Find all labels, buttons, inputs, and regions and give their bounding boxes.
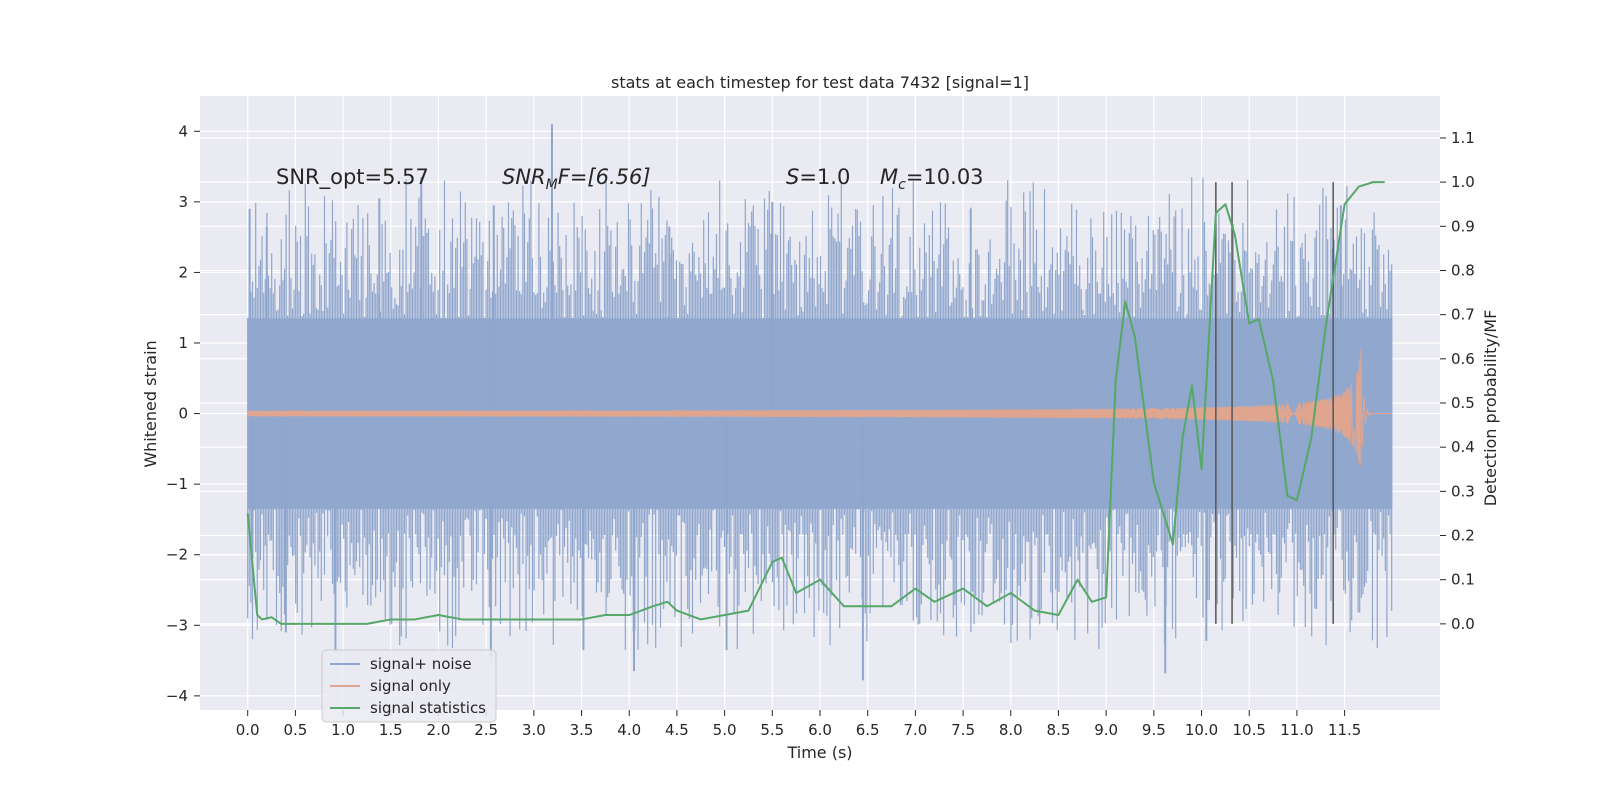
y2-tick-label: 0.3 [1451, 482, 1475, 500]
x-tick-label: 4.5 [665, 721, 689, 739]
snr-mf-value: F=[6.56] [558, 165, 651, 189]
x-tick-label: 1.0 [331, 721, 355, 739]
snr-mf-symbol: SNR [502, 165, 546, 189]
y-tick-label: 1 [178, 334, 188, 352]
x-tick-label: 10.0 [1185, 721, 1218, 739]
vertical-markers [1215, 182, 1334, 624]
annotation-mc: Mc=10.03 [880, 165, 984, 193]
x-tick-label: 5.5 [760, 721, 784, 739]
x-tick-label: 11.5 [1328, 721, 1361, 739]
x-tick-label: 1.5 [379, 721, 403, 739]
x-tick-label: 6.5 [856, 721, 880, 739]
x-tick-label: 3.5 [570, 721, 594, 739]
y-tick-label: −2 [166, 546, 188, 564]
axes-ticks: 0.0 0.5 1.0 1.5 2.0 2.5 3.0 3.5 4.0 4.5 5.0 5.5 6.0 6… [166, 122, 1475, 739]
y-axis-label: Whitened strain [141, 340, 160, 467]
snr-mf-subscript: M [546, 177, 558, 193]
s-value: =1.0 [799, 165, 850, 189]
x-tick-label: 9.5 [1142, 721, 1166, 739]
x-axis-label: Time (s) [786, 743, 852, 762]
x-tick-label: 7.5 [951, 721, 975, 739]
annotation-snr-mf: SNRMF=[6.56] [502, 165, 651, 193]
legend: signal+ noise signal only signal statist… [321, 649, 497, 723]
y-tick-label: 4 [178, 122, 188, 140]
legend-label-signal-statistics: signal statistics [370, 699, 486, 717]
signal-statistics-line [246, 181, 1385, 625]
y2-tick-label: 0.8 [1451, 261, 1475, 279]
mc-value: =10.03 [906, 165, 984, 189]
x-tick-label: 4.0 [617, 721, 641, 739]
mc-symbol: M [880, 165, 898, 189]
y-tick-label: −1 [166, 475, 188, 493]
signal-only-series [247, 350, 1393, 466]
y2-tick-label: 0.6 [1451, 350, 1475, 368]
y2-tick-label: 0.7 [1451, 306, 1475, 324]
x-tick-label: 8.5 [1047, 721, 1071, 739]
x-tick-label: 0.5 [283, 721, 307, 739]
y2-tick-label: 0.9 [1451, 217, 1475, 235]
signal-statistics-series [246, 181, 1385, 625]
x-tick-label: 2.0 [427, 721, 451, 739]
x-tick-label: 0.0 [236, 721, 260, 739]
y2-tick-label: 0.4 [1451, 438, 1475, 456]
annotation-s: S=1.0 [786, 165, 850, 189]
chart-title: stats at each timestep for test data 743… [611, 73, 1029, 92]
x-tick-label: 11.0 [1280, 721, 1313, 739]
y2-tick-label: 0.1 [1451, 571, 1475, 589]
legend-label-signal-noise: signal+ noise [370, 655, 472, 673]
y2-tick-label: 1.0 [1451, 173, 1475, 191]
signal-only-line [247, 350, 1393, 466]
mc-subscript: c [898, 177, 906, 193]
y2-axis-label: Detection probability/MF [1481, 310, 1500, 507]
y-tick-label: −3 [166, 616, 188, 634]
legend-label-signal-only: signal only [370, 677, 451, 695]
y2-tick-label: 0.5 [1451, 394, 1475, 412]
y2-tick-label: 1.1 [1451, 129, 1475, 147]
s-symbol: S [786, 165, 799, 189]
x-tick-label: 7.0 [903, 721, 927, 739]
y-tick-label: 3 [178, 193, 188, 211]
x-tick-label: 9.0 [1094, 721, 1118, 739]
annotation-snr-opt: SNR_opt=5.57 [276, 165, 429, 190]
y-tick-label: 2 [178, 263, 188, 281]
x-tick-label: 2.5 [474, 721, 498, 739]
x-tick-label: 6.0 [808, 721, 832, 739]
y-tick-label: −4 [166, 687, 188, 705]
y-tick-label: 0 [178, 405, 188, 423]
x-tick-label: 8.0 [999, 721, 1023, 739]
x-tick-label: 10.5 [1233, 721, 1266, 739]
x-tick-label: 5.0 [713, 721, 737, 739]
y2-tick-label: 0.2 [1451, 527, 1475, 545]
y2-tick-label: 0.0 [1451, 615, 1475, 633]
legend-box [321, 649, 497, 723]
x-tick-label: 3.0 [522, 721, 546, 739]
